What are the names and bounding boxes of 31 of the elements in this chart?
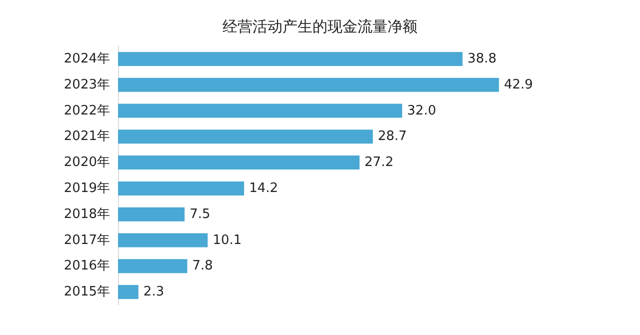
data-label: 2.3 — [143, 284, 164, 300]
chart-title: 经营活动产生的现金流量净额 — [222, 18, 418, 36]
y-tick-label: 2015年 — [64, 284, 110, 300]
data-label: 42.9 — [504, 77, 533, 92]
y-tick-label: 2024年 — [64, 51, 110, 66]
data-label: 7.8 — [192, 258, 213, 274]
bar — [118, 233, 208, 248]
y-tick-label: 2020年 — [64, 155, 110, 170]
data-label: 28.7 — [378, 129, 407, 144]
y-tick-label: 2017年 — [64, 232, 110, 248]
bar — [118, 285, 138, 300]
y-tick-label: 2023年 — [64, 77, 110, 92]
bar — [118, 259, 188, 274]
y-tick-label: 2018年 — [64, 206, 110, 222]
bar — [118, 181, 244, 196]
data-label: 32.0 — [407, 103, 436, 118]
data-label: 27.2 — [364, 155, 394, 170]
data-label: 7.5 — [190, 206, 210, 222]
y-tick-label: 2019年 — [64, 180, 110, 196]
bar — [118, 104, 402, 118]
y-tick-label: 2022年 — [64, 103, 110, 118]
data-label: 38.8 — [468, 51, 496, 66]
bar — [118, 78, 499, 92]
data-label: 10.1 — [212, 232, 242, 248]
y-tick-label: 2021年 — [64, 129, 110, 144]
bar — [118, 52, 463, 66]
bar — [118, 156, 360, 170]
bar — [118, 207, 185, 222]
bar — [118, 130, 373, 144]
data-label: 14.2 — [249, 180, 278, 196]
y-tick-label: 2016年 — [64, 258, 110, 274]
